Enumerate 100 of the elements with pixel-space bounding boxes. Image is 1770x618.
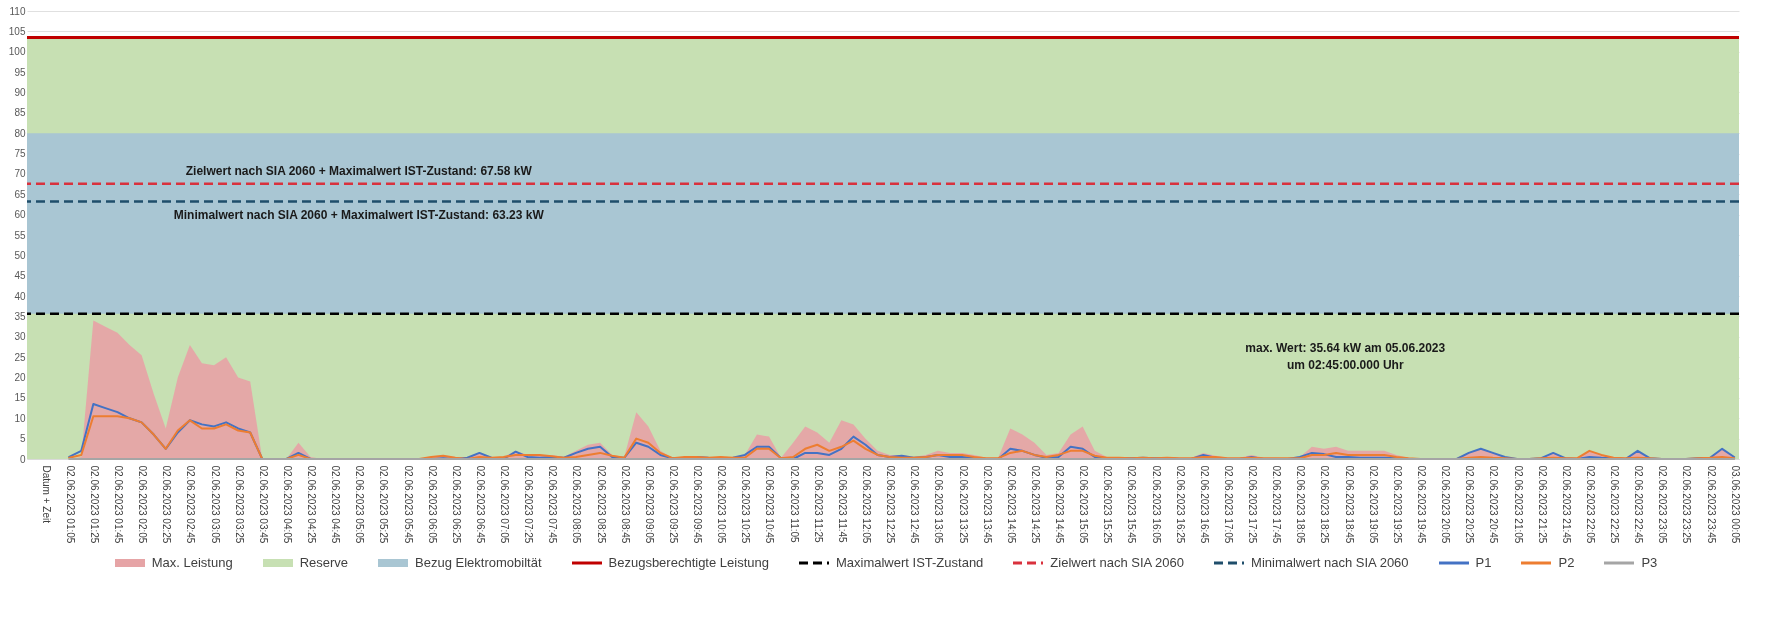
legend-label: P3 <box>1641 555 1658 570</box>
x-tick-label: 02.06.2023 21:25 <box>1536 465 1548 544</box>
x-tick-label: 02.06.2023 19:05 <box>1367 465 1379 544</box>
x-tick-label: 02.06.2023 09:45 <box>692 465 704 544</box>
x-tick-label: 02.06.2023 12:45 <box>909 465 921 544</box>
x-tick-label: 02.06.2023 18:05 <box>1295 465 1307 544</box>
x-tick-label: Datum + Zeit <box>40 465 52 524</box>
y-tick-label: 45 <box>14 270 26 282</box>
annotation: Zielwert nach SIA 2060 + Maximalwert IST-Zustand: 67.58 kW <box>185 163 533 178</box>
annotation: max. Wert: 35.64 kW am 05.06.2023 um 02:45:00.000 Uhr <box>1245 340 1446 372</box>
y-tick-label: 65 <box>14 188 26 200</box>
x-tick-label: 02.06.2023 18:45 <box>1343 465 1355 544</box>
y-tick-label: 15 <box>14 392 26 404</box>
x-tick-label: 02.06.2023 01:05 <box>64 465 76 544</box>
x-tick-label: 02.06.2023 16:05 <box>1150 465 1162 544</box>
y-tick-label: 20 <box>14 372 26 384</box>
x-tick-label: 02.06.2023 22:45 <box>1633 465 1645 544</box>
x-tick-label: 02.06.2023 23:05 <box>1657 465 1669 544</box>
legend-label: Minimalwert nach SIA 2060 <box>1251 555 1409 570</box>
y-tick-label: 60 <box>14 209 26 221</box>
x-tick-label: 02.06.2023 09:25 <box>667 465 679 544</box>
x-tick-label: 02.06.2023 13:05 <box>933 465 945 544</box>
x-tick-label: 02.06.2023 15:45 <box>1126 465 1138 544</box>
x-tick-label: 02.06.2023 13:25 <box>957 465 969 544</box>
x-tick-label: 02.06.2023 08:05 <box>571 465 583 544</box>
y-tick-label: 50 <box>14 249 26 261</box>
x-tick-label: 02.06.2023 18:25 <box>1319 465 1331 544</box>
x-tick-label: 02.06.2023 15:05 <box>1078 465 1090 544</box>
y-tick-label: 90 <box>14 86 26 98</box>
x-tick-label: 02.06.2023 11:45 <box>836 465 848 544</box>
legend-label: P2 <box>1558 555 1575 570</box>
x-tick-label: 03.06.2023 00:05 <box>1729 465 1741 544</box>
y-tick-label: 70 <box>14 168 26 180</box>
x-tick-label: 02.06.2023 07:05 <box>499 465 511 544</box>
legend-label: Bezugsberechtigte Leistung <box>608 555 769 570</box>
y-tick-label: 40 <box>14 290 26 302</box>
x-tick-label: 02.06.2023 08:25 <box>595 465 607 544</box>
x-tick-label: 02.06.2023 03:25 <box>233 465 245 544</box>
x-tick-label: 02.06.2023 17:25 <box>1247 465 1259 544</box>
legend-label: Maximalwert IST-Zustand <box>835 555 984 570</box>
y-tick-label: 5 <box>19 433 26 445</box>
x-tick-label: 02.06.2023 19:25 <box>1391 465 1403 544</box>
annotation: Minimalwert nach SIA 2060 + Maximalwert IST-Zustand: 63.23 kW <box>173 208 545 223</box>
y-tick-label: 10 <box>14 412 26 424</box>
x-tick-label: 02.06.2023 06:05 <box>426 465 438 544</box>
x-tick-label: 02.06.2023 06:25 <box>450 465 462 544</box>
x-tick-label: 02.06.2023 22:05 <box>1584 465 1596 544</box>
legend-label: P1 <box>1475 555 1492 570</box>
x-tick-label: 02.06.2023 07:45 <box>547 465 559 544</box>
x-tick-label: 02.06.2023 05:45 <box>402 465 414 544</box>
y-tick-label: 110 <box>9 5 26 17</box>
y-tick-label: 105 <box>8 25 26 37</box>
x-tick-label: 02.06.2023 10:25 <box>740 465 752 544</box>
x-tick-label: 02.06.2023 05:05 <box>354 465 366 544</box>
x-tick-label: 02.06.2023 03:45 <box>257 465 269 544</box>
x-tick-label: 02.06.2023 10:05 <box>716 465 728 544</box>
y-tick-label: 95 <box>14 66 26 78</box>
x-tick-label: 02.06.2023 23:45 <box>1705 465 1717 544</box>
y-tick-label: 85 <box>14 107 26 119</box>
x-tick-label: 02.06.2023 16:25 <box>1174 465 1186 544</box>
x-tick-label: 02.06.2023 17:05 <box>1222 465 1234 544</box>
x-tick-label: 02.06.2023 02:05 <box>137 465 149 544</box>
x-tick-label: 02.06.2023 17:45 <box>1271 465 1283 544</box>
x-tick-label: 02.06.2023 07:25 <box>523 465 535 544</box>
x-tick-label: 02.06.2023 19:45 <box>1415 465 1427 544</box>
x-tick-label: 02.06.2023 04:45 <box>330 465 342 544</box>
y-tick-label: 80 <box>14 127 26 139</box>
x-tick-label: 02.06.2023 02:25 <box>161 465 173 544</box>
x-tick-label: 02.06.2023 23:25 <box>1681 465 1693 544</box>
x-tick-label: 02.06.2023 05:25 <box>378 465 390 544</box>
x-tick-label: 02.06.2023 16:45 <box>1198 465 1210 544</box>
x-tick-label: 02.06.2023 20:45 <box>1488 465 1500 544</box>
x-tick-label: 02.06.2023 02:45 <box>185 465 197 544</box>
y-tick-label: 75 <box>14 148 26 160</box>
x-tick-label: 02.06.2023 08:45 <box>619 465 631 544</box>
x-tick-label: 02.06.2023 15:25 <box>1102 465 1114 544</box>
x-tick-label: 02.06.2023 10:45 <box>764 465 776 544</box>
y-tick-label: 30 <box>14 331 26 343</box>
x-tick-label: 02.06.2023 14:05 <box>1005 465 1017 544</box>
x-tick-label: 02.06.2023 04:25 <box>306 465 318 544</box>
y-tick-label: 100 <box>8 46 26 58</box>
y-tick-label: 25 <box>14 351 26 363</box>
x-tick-label: 02.06.2023 20:05 <box>1440 465 1452 544</box>
x-tick-label: 02.06.2023 22:25 <box>1609 465 1621 544</box>
y-tick-label: 0 <box>19 453 26 465</box>
x-tick-label: 02.06.2023 11:05 <box>788 465 800 544</box>
x-tick-label: 02.06.2023 04:05 <box>281 465 293 544</box>
y-tick-label: 35 <box>14 310 26 322</box>
x-tick-label: 02.06.2023 21:05 <box>1512 465 1524 544</box>
x-tick-label: 02.06.2023 01:25 <box>88 465 100 544</box>
x-tick-label: 02.06.2023 14:45 <box>1054 465 1066 544</box>
x-tick-label: 02.06.2023 03:05 <box>209 465 221 544</box>
x-tick-label: 02.06.2023 12:25 <box>885 465 897 544</box>
legend-label: Bezug Elektromobiltät <box>415 555 542 570</box>
x-tick-label: 02.06.2023 14:25 <box>1029 465 1041 544</box>
y-tick-label: 55 <box>14 229 26 241</box>
x-tick-label: 02.06.2023 13:45 <box>981 465 993 544</box>
x-tick-label: 02.06.2023 01:45 <box>112 465 124 544</box>
x-tick-label: 02.06.2023 11:25 <box>812 465 824 544</box>
legend-label: Reserve <box>299 555 349 570</box>
